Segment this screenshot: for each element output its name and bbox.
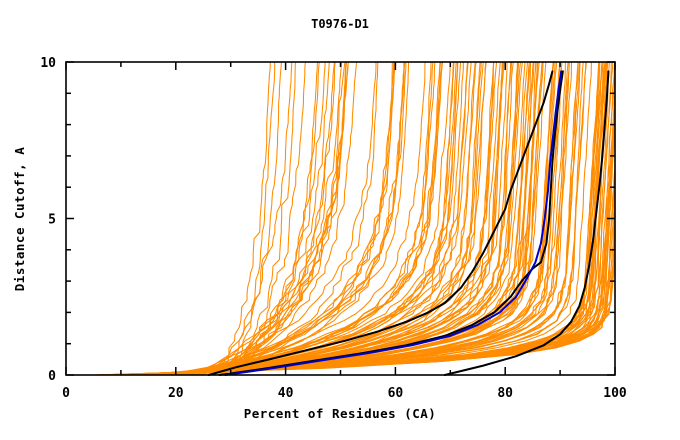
ensemble-curve	[205, 61, 410, 376]
y-tick-label: 5	[48, 213, 56, 228]
ensemble-curve	[234, 61, 320, 376]
ensemble-curve	[135, 61, 603, 376]
x-tick-label: 60	[388, 386, 404, 401]
ensemble-curve	[138, 61, 540, 376]
ensemble-curve	[153, 61, 523, 376]
ensemble-curve	[176, 61, 487, 376]
ensemble-curve	[196, 61, 441, 376]
ensemble-curve	[220, 61, 271, 376]
ensemble-curve	[159, 61, 522, 376]
ensemble-curve	[166, 61, 504, 376]
ensemble-curve	[154, 61, 513, 376]
ensemble-curve	[153, 61, 508, 376]
ensemble-curve	[144, 61, 501, 376]
ensemble-curve	[130, 61, 584, 376]
ensemble-curve	[218, 61, 358, 376]
highlight-curves	[207, 70, 610, 376]
ensemble-curve	[197, 61, 432, 376]
ensemble-curve	[184, 61, 462, 376]
ensemble-curve	[211, 61, 336, 376]
y-axis-label: Distance Cutoff, A	[12, 147, 27, 291]
ensemble-curve	[231, 61, 282, 376]
ensemble-curve	[117, 61, 579, 376]
ensemble-curve	[145, 61, 573, 376]
ensemble-curve	[174, 61, 495, 376]
ensemble-curve	[231, 61, 306, 376]
ensemble-curve	[181, 61, 472, 376]
ensemble-curve	[148, 61, 570, 376]
highlight-curve-black-model-1	[207, 70, 554, 376]
ensemble-curve	[232, 61, 296, 376]
x-tick-label: 80	[497, 386, 513, 401]
ensemble-curve	[116, 95, 616, 376]
ensemble-curve	[222, 61, 335, 376]
ensemble-curve	[219, 61, 326, 376]
ensemble-curve	[196, 61, 343, 376]
highlight-curve-black-model-3	[443, 70, 610, 376]
x-tick-label: 40	[278, 386, 294, 401]
ensemble-curve	[104, 170, 616, 376]
ensemble-curve	[139, 61, 581, 376]
ensemble-curve	[163, 61, 532, 376]
x-axis-label: Percent of Residues (CA)	[244, 406, 437, 421]
ensemble-curve	[212, 61, 293, 376]
ensemble-curve	[138, 61, 581, 376]
ensemble-curve	[166, 61, 526, 376]
ensemble-curve	[189, 61, 377, 376]
highlight-curve-blue-model-1	[224, 70, 563, 376]
ensemble-curve	[200, 61, 396, 376]
ensemble-curve	[124, 61, 566, 376]
ensemble-curve	[169, 61, 458, 376]
ensemble-curve	[214, 61, 330, 376]
ensemble-curve	[110, 61, 608, 376]
ensemble-curve	[180, 61, 436, 376]
ensemble-curve	[144, 61, 547, 376]
ensemble-curve	[198, 61, 395, 376]
ensemble-curve	[179, 61, 481, 376]
ensemble-curve	[165, 61, 443, 376]
ensemble-curve	[159, 61, 514, 376]
ensemble-curve	[148, 61, 543, 376]
x-tick-label: 20	[168, 386, 184, 401]
y-tick-label: 10	[40, 56, 56, 71]
axis-ticks	[65, 61, 616, 376]
ensemble-curve	[169, 61, 451, 376]
ensemble-curve	[194, 61, 434, 376]
ensemble-curve	[97, 231, 616, 376]
y-tick-label: 0	[48, 369, 56, 384]
page-title: T0976-D1	[311, 17, 369, 31]
ensemble-curve	[175, 61, 426, 376]
ensemble-curve	[233, 61, 276, 376]
ensemble-curve	[213, 61, 379, 376]
ensemble-curve	[109, 61, 610, 376]
ensemble-curve	[147, 61, 569, 376]
axis-tick-labels: 0 20 40 60 80 100 0 5 10	[40, 56, 627, 401]
ensemble-curve	[143, 61, 518, 376]
ensemble-curve	[192, 61, 405, 376]
x-tick-label: 0	[62, 386, 70, 401]
ensemble-curve	[104, 122, 616, 376]
ensemble-curve	[175, 61, 457, 376]
ensemble-curve	[134, 61, 592, 376]
x-tick-label: 100	[603, 386, 627, 401]
ensemble-curve	[110, 61, 614, 376]
ensemble-curve	[134, 61, 556, 376]
ensemble-curve	[200, 61, 349, 376]
